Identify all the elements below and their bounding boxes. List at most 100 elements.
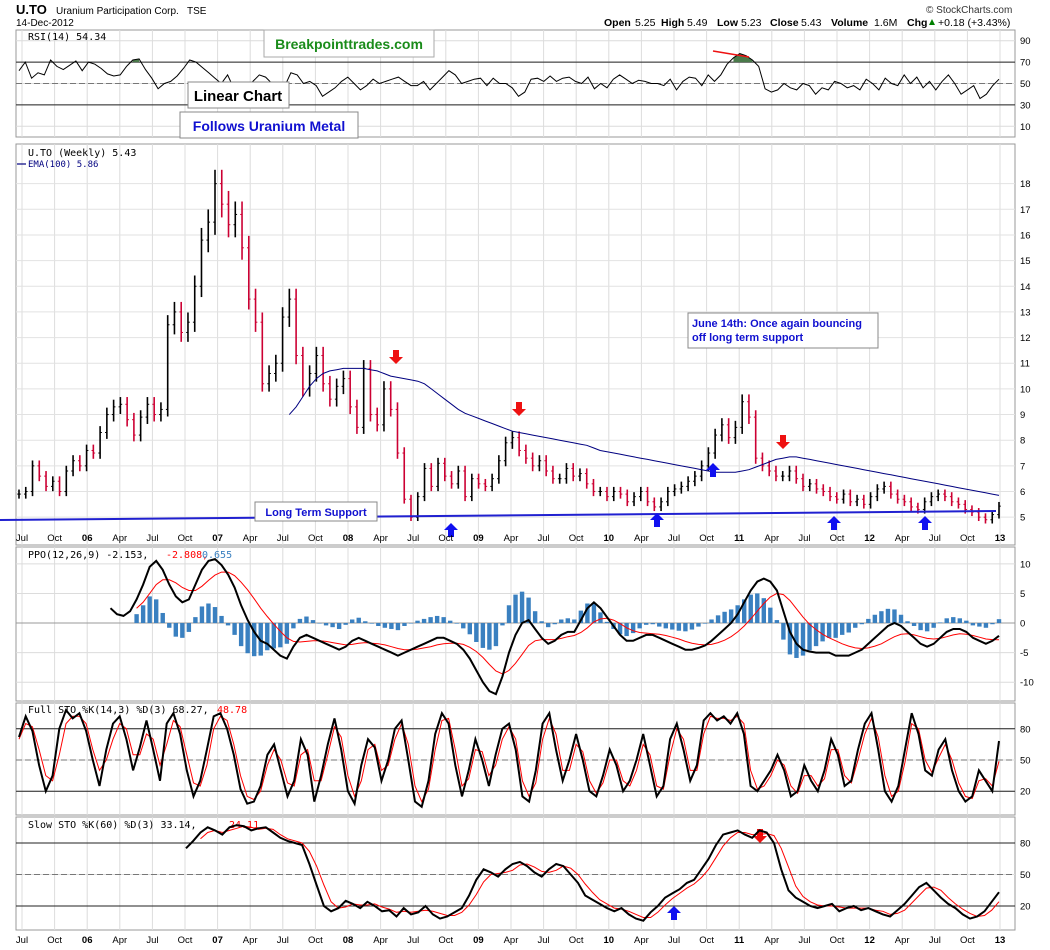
ppo-histogram-bar <box>774 620 780 624</box>
time-tick-label: Jul <box>668 533 680 544</box>
buy-arrow-icon <box>827 516 841 530</box>
time-tick-label: Oct <box>47 533 62 544</box>
volume-label: Volume <box>831 17 868 29</box>
chg-label: Chg <box>907 17 927 29</box>
ppo-histogram-bar <box>879 611 884 624</box>
chart-header: U.TO Uranium Participation Corp. TSE 14-… <box>16 2 1012 29</box>
ppo-histogram-bar <box>742 599 747 624</box>
time-tick-label: Jul <box>538 533 550 544</box>
ppo-histogram-bar <box>232 623 237 635</box>
y-tick-label: 5 <box>1020 513 1025 524</box>
time-tick-label: Apr <box>243 935 258 946</box>
ppo-histogram-bar <box>591 603 597 624</box>
ppo-histogram-bar <box>500 623 505 626</box>
ppo-histogram-bar <box>781 623 786 640</box>
ppo-histogram-bar <box>493 623 499 647</box>
ppo-histogram-bar <box>206 603 211 624</box>
ppo-histogram-bar <box>448 620 453 624</box>
y-tick-label: 10 <box>1020 384 1031 395</box>
slow-sto-frame <box>15 816 1016 931</box>
y-tick-label: 15 <box>1020 256 1031 267</box>
time-tick-label: 07 <box>212 935 223 946</box>
time-tick-label: Oct <box>47 935 62 946</box>
signal-arrows <box>389 350 932 920</box>
ppo-histogram-bar <box>755 593 760 624</box>
ppo-histogram-bar <box>572 619 577 624</box>
time-tick-label: Apr <box>504 935 519 946</box>
ppo-histogram-bar <box>709 619 714 624</box>
ppo-histogram-bar <box>271 623 276 649</box>
time-tick-label: Oct <box>569 935 584 946</box>
ppo-histogram-bar <box>245 623 250 654</box>
time-tick-label: Jul <box>929 935 941 946</box>
ppo-histogram-bar <box>728 609 734 624</box>
ppo-histogram-bar <box>526 597 531 624</box>
rsi-panel: RSI(14) 54.34 <box>18 32 1000 100</box>
ppo-histogram <box>134 591 1002 658</box>
buy-arrow-icon <box>706 463 720 477</box>
ppo-histogram-bar <box>977 623 982 627</box>
y-axis-ticks: 9070503010181716151413121110987651050-5-… <box>1020 36 1034 912</box>
ppo-histogram-bar <box>363 621 368 624</box>
ppo-histogram-bar <box>807 623 812 651</box>
ppo-histogram-bar <box>585 603 590 624</box>
ppo-histogram-bar <box>356 617 361 624</box>
time-tick-label: 10 <box>604 935 615 946</box>
time-tick-label: 11 <box>734 935 745 946</box>
time-tick-label: 09 <box>473 935 484 946</box>
time-tick-label: 07 <box>212 533 223 544</box>
ppo-histogram-bar <box>193 617 198 624</box>
chg-value: +0.18 (+3.43%) <box>938 17 1010 29</box>
ppo-histogram-bar <box>617 623 623 635</box>
full-sto-legend: Full STO %K(14,3) %D(3) 68.27, <box>28 705 209 716</box>
ppo-legend: PPO(12,26,9) -2.153, <box>28 550 148 561</box>
ppo-histogram-bar <box>317 623 322 624</box>
ppo-histogram-bar <box>813 623 819 647</box>
y-tick-label: 11 <box>1020 359 1030 370</box>
time-tick-label: Apr <box>634 533 649 544</box>
y-tick-label: 80 <box>1020 839 1031 850</box>
low-value: 5.23 <box>741 17 762 29</box>
rsi-fill-area <box>132 58 140 63</box>
time-tick-label: Oct <box>830 533 845 544</box>
buy-arrow-icon <box>650 513 664 527</box>
ppo-histogram-bar <box>539 621 544 624</box>
annotation-boxes: Breakpointtrades.com Linear Chart Follow… <box>179 29 879 522</box>
sell-arrow-icon <box>776 435 790 449</box>
sell-arrow-icon <box>753 829 767 843</box>
brand-text: Breakpointtrades.com <box>275 36 423 52</box>
brand-box: Breakpointtrades.com <box>263 29 435 58</box>
ppo-histogram-bar <box>683 623 688 632</box>
y-tick-label: 18 <box>1020 179 1031 190</box>
buy-arrow-icon <box>444 523 458 537</box>
ppo-histogram-bar <box>859 623 864 625</box>
ppo-histogram-bar <box>212 607 218 624</box>
ppo-histogram-bar <box>911 623 917 626</box>
y-tick-label: 10 <box>1020 559 1031 570</box>
full-sto-d-legend: 48.78 <box>217 705 247 716</box>
time-tick-label: Jul <box>798 533 810 544</box>
time-tick-label: Jul <box>407 533 419 544</box>
ppo-histogram-bar <box>970 623 976 626</box>
y-tick-label: 8 <box>1020 436 1025 447</box>
ema-legend: EMA(100) 5.86 <box>28 160 98 170</box>
time-tick-label: 09 <box>473 533 484 544</box>
chart-date: 14-Dec-2012 <box>16 18 74 29</box>
ppo-histogram-bar <box>546 623 551 628</box>
time-tick-label: Apr <box>243 533 258 544</box>
y-tick-label: 20 <box>1020 787 1031 798</box>
rsi-line <box>18 52 1000 100</box>
y-tick-label: 0 <box>1020 619 1025 630</box>
ppo-histogram-bar <box>434 615 440 624</box>
time-tick-label: 06 <box>82 533 93 544</box>
ppo-histogram-bar <box>996 619 1002 624</box>
ema-100-line <box>288 367 1000 496</box>
full-sto-panel: Full STO %K(14,3) %D(3) 68.27, 48.78 <box>18 705 1000 809</box>
y-tick-label: 50 <box>1020 756 1031 767</box>
time-tick-label: 13 <box>995 935 1006 946</box>
full-sto-frame <box>15 702 1016 816</box>
time-tick-label: Oct <box>960 533 975 544</box>
ppo-histogram-bar <box>951 617 956 624</box>
y-tick-label: 9 <box>1020 410 1025 421</box>
